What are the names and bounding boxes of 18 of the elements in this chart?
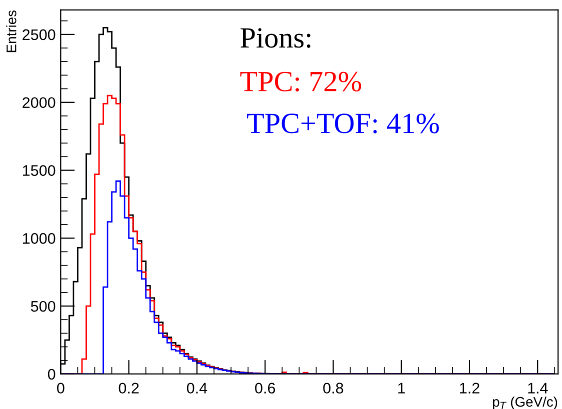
y-tick-label: 500 — [30, 300, 56, 312]
x-tick-label: 1.2 — [460, 382, 480, 394]
y-axis-title: Entries — [6, 10, 16, 52]
annotation: TPC: 72% — [240, 72, 362, 92]
y-tick-label: 1000 — [23, 233, 56, 244]
x-tick-label: 1.4 — [528, 382, 548, 394]
annotation: TPC+TOF: 41% — [247, 114, 439, 134]
x-tick-label: 0.8 — [323, 382, 344, 394]
y-tick-label: 2000 — [22, 97, 56, 108]
y-tick-label: 1500 — [23, 165, 56, 176]
x-tick-label: 1 — [398, 382, 405, 394]
x-tick-label: 0 — [57, 382, 64, 394]
annotation: Pions: — [240, 28, 310, 48]
y-tick-label: 2500 — [22, 29, 56, 40]
x-tick-label: 0.4 — [186, 382, 208, 394]
y-tick-label: 0 — [48, 368, 56, 380]
x-tick-label: 0.2 — [118, 382, 139, 394]
x-tick-label: 0.6 — [255, 382, 276, 394]
